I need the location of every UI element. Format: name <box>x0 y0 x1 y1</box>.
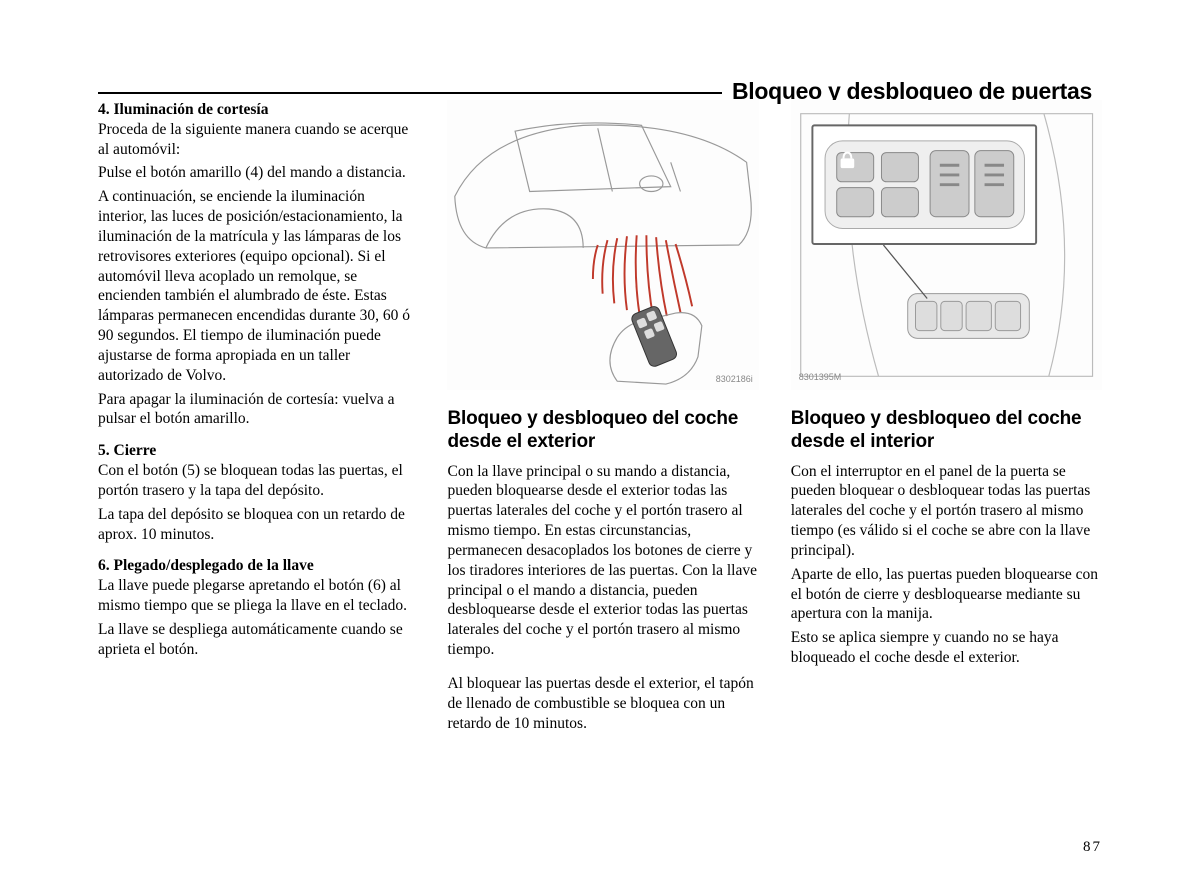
section-6-heading: 6. Plegado/desplegado de la llave <box>98 556 415 576</box>
body-text: Esto se aplica siempre y cuando no se ha… <box>791 628 1102 668</box>
page-number: 87 <box>1083 839 1102 856</box>
content-columns: 4. Iluminación de cortesía Proceda de la… <box>98 100 1102 737</box>
section-5-heading: 5. Cierre <box>98 441 415 461</box>
title-row: Bloqueo y desbloqueo de puertas <box>98 78 1102 80</box>
column-1: 4. Iluminación de cortesía Proceda de la… <box>98 100 415 737</box>
body-text: Para apagar la iluminación de cortesía: … <box>98 390 415 430</box>
section-4-heading: 4. Iluminación de cortesía <box>98 100 415 120</box>
column-2: 8302186i Bloqueo y desbloqueo del coche … <box>447 100 758 737</box>
body-text: La llave puede plegarse apretando el bot… <box>98 576 415 616</box>
figure-id: 8302186i <box>716 374 753 386</box>
manual-page: Bloqueo y desbloqueo de puertas 4. Ilumi… <box>0 0 1200 886</box>
body-text: La tapa del depósito se bloquea con un r… <box>98 505 415 545</box>
body-text: Proceda de la siguiente manera cuando se… <box>98 120 415 160</box>
body-text: Aparte de ello, las puertas pueden bloqu… <box>791 565 1102 624</box>
section-title-exterior: Bloqueo y desbloqueo del coche desde el … <box>447 408 758 454</box>
body-text: Con la llave principal o su mando a dist… <box>447 462 758 660</box>
body-text: Al bloquear las puertas desde el exterio… <box>447 674 758 733</box>
car-remote-illustration <box>447 100 758 390</box>
door-panel-illustration <box>791 100 1102 390</box>
figure-id: 8301395M <box>799 372 842 384</box>
body-text: La llave se despliega automáticamente cu… <box>98 620 415 660</box>
body-text: Con el interruptor en el panel de la pue… <box>791 462 1102 561</box>
body-text: Con el botón (5) se bloquean todas las p… <box>98 461 415 501</box>
body-text: Pulse el botón amarillo (4) del mando a … <box>98 163 415 183</box>
figure-remote-car: 8302186i <box>447 100 758 390</box>
section-title-interior: Bloqueo y desbloqueo del coche desde el … <box>791 408 1102 454</box>
figure-door-panel: 8301395M <box>791 100 1102 390</box>
column-3: 8301395M Bloqueo y desbloqueo del coche … <box>791 100 1102 737</box>
body-text: A continuación, se enciende la iluminaci… <box>98 187 415 385</box>
